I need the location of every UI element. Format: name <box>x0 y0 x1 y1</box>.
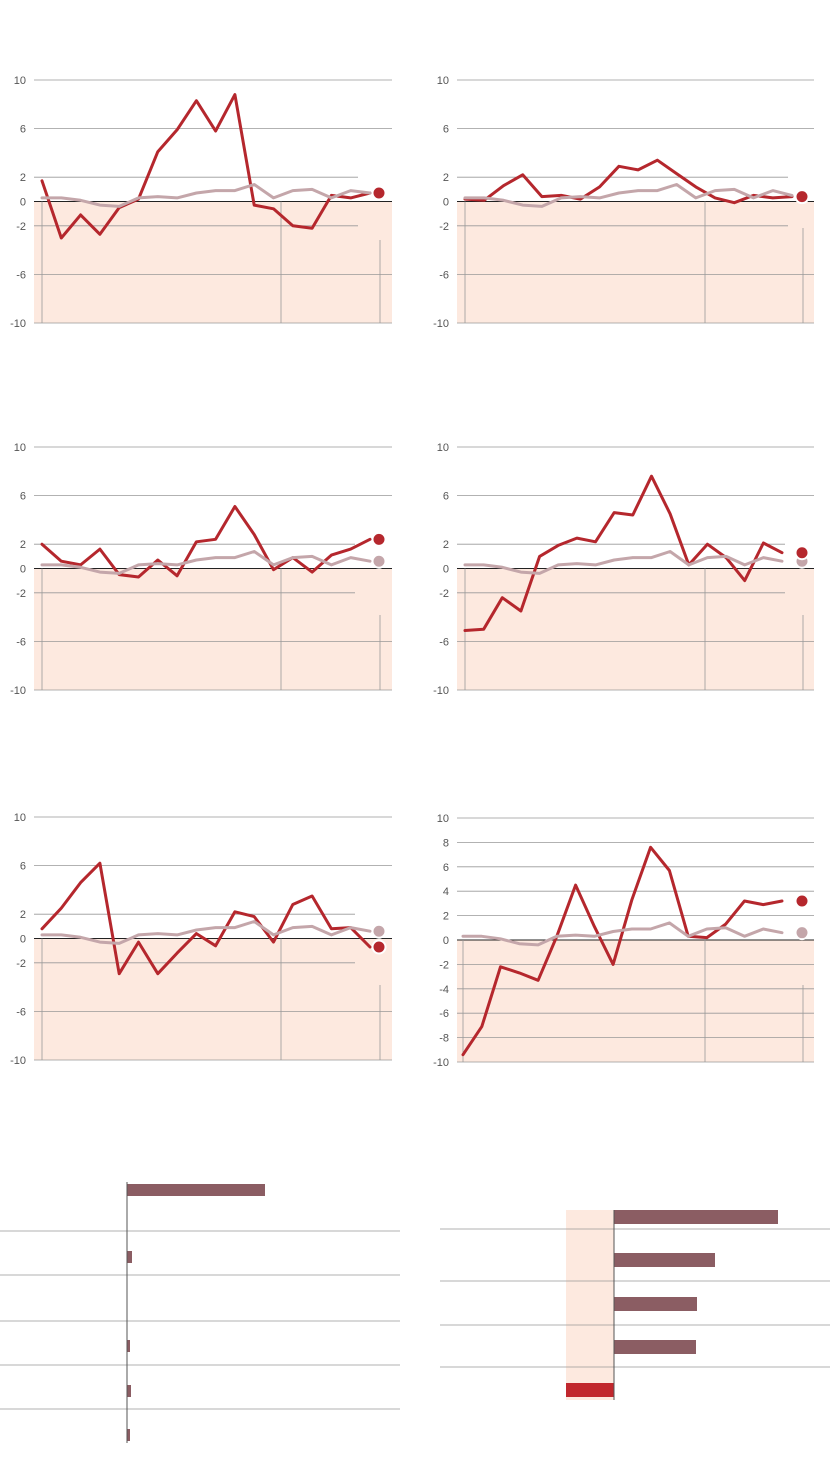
negative-zone <box>34 201 392 323</box>
y-tick-label: -6 <box>439 1008 449 1020</box>
y-tick-label: 0 <box>20 934 26 946</box>
y-tick-label: 6 <box>443 491 449 503</box>
negative-zone <box>457 568 814 690</box>
series-line-main <box>40 505 372 579</box>
y-tick-label: 6 <box>20 491 26 503</box>
y-tick-label: 2 <box>443 539 449 551</box>
negative-zone <box>457 940 814 1062</box>
y-tick-label: -2 <box>16 958 26 970</box>
y-tick-label: -6 <box>439 636 449 648</box>
y-tick-label: -2 <box>439 959 449 971</box>
negative-zone <box>457 201 814 323</box>
y-tick-label: 10 <box>14 812 26 824</box>
y-tick-label: -6 <box>439 269 449 281</box>
y-tick-label: -2 <box>16 588 26 600</box>
negative-zone <box>566 1210 614 1400</box>
series-line-average <box>40 550 372 575</box>
y-tick-label: 0 <box>20 197 26 209</box>
end-point-main <box>794 189 810 205</box>
line-chart-4: 10 6 2 0 -2 -6 -10 <box>433 442 814 697</box>
y-tick-label: -10 <box>433 1057 449 1069</box>
y-tick-label: 2 <box>20 909 26 921</box>
y-tick-label: -2 <box>16 221 26 233</box>
bar <box>127 1340 130 1352</box>
y-tick-label: -10 <box>10 685 26 697</box>
end-point-main <box>794 893 810 909</box>
y-tick-label: -6 <box>16 1006 26 1018</box>
y-tick-label: 10 <box>14 75 26 87</box>
y-tick-label: -6 <box>16 636 26 648</box>
end-point-average <box>371 923 387 939</box>
series-line-main <box>40 93 372 240</box>
y-tick-label: 6 <box>443 862 449 874</box>
y-tick-label: 10 <box>437 813 449 825</box>
line-chart-2: 10 6 2 0 -2 -6 -10 <box>433 75 814 330</box>
y-tick-label: 2 <box>20 539 26 551</box>
line-chart-6: 10 8 6 4 2 0 -2 -4 -6 -8 -10 <box>433 813 814 1069</box>
series-line-average <box>463 183 794 208</box>
end-point-average <box>371 553 387 569</box>
y-tick-label: 10 <box>437 75 449 87</box>
y-tick-label: -8 <box>439 1033 449 1045</box>
bar-chart-left <box>0 1182 400 1443</box>
y-tick-label: 6 <box>20 124 26 136</box>
y-tick-label: 0 <box>443 197 449 209</box>
y-tick-label: -10 <box>10 1055 26 1067</box>
y-tick-label: 0 <box>443 935 449 947</box>
end-point-main <box>794 545 810 561</box>
bar <box>614 1340 696 1354</box>
bar <box>614 1297 697 1311</box>
y-tick-label: 10 <box>14 442 26 454</box>
y-tick-label: -2 <box>439 221 449 233</box>
bar-negative <box>566 1383 614 1397</box>
bar <box>614 1210 778 1224</box>
y-tick-label: 2 <box>20 172 26 184</box>
y-tick-label: 4 <box>443 886 449 898</box>
y-tick-label: -10 <box>10 318 26 330</box>
line-chart-5: 10 6 2 0 -2 -6 -10 <box>10 812 392 1067</box>
y-tick-label: -10 <box>433 685 449 697</box>
y-tick-label: -6 <box>16 269 26 281</box>
y-tick-label: 0 <box>20 564 26 576</box>
series-line-average <box>463 550 784 575</box>
y-tick-label: 6 <box>443 124 449 136</box>
y-tick-label: -10 <box>433 318 449 330</box>
y-tick-label: 2 <box>443 172 449 184</box>
end-point-main <box>371 185 387 201</box>
series-line-average <box>40 920 372 945</box>
bar <box>127 1385 131 1397</box>
series-line-main <box>461 845 784 1057</box>
end-point-average <box>794 925 810 941</box>
y-tick-label: -2 <box>439 588 449 600</box>
bar <box>127 1251 132 1263</box>
y-tick-label: 8 <box>443 837 449 849</box>
negative-zone <box>34 938 392 1060</box>
line-chart-1: 10 6 2 0 -2 -6 -10 <box>10 75 392 330</box>
series-line-main <box>463 158 794 205</box>
bar <box>614 1253 715 1267</box>
series-line-average <box>40 183 372 208</box>
y-tick-label: 10 <box>437 442 449 454</box>
y-tick-label: 0 <box>443 564 449 576</box>
end-point-main <box>371 531 387 547</box>
y-tick-label: -4 <box>439 984 449 996</box>
y-tick-label: 2 <box>443 911 449 923</box>
series-line-main <box>463 474 784 632</box>
bar-chart-right <box>440 1210 830 1400</box>
series-line-main <box>40 861 372 976</box>
bar <box>127 1184 265 1196</box>
y-tick-label: 6 <box>20 861 26 873</box>
negative-zone <box>34 568 392 690</box>
end-point-main <box>371 939 387 955</box>
series-line-average <box>461 921 784 947</box>
bar <box>127 1429 130 1441</box>
line-chart-3: 10 6 2 0 -2 -6 -10 <box>10 442 392 697</box>
